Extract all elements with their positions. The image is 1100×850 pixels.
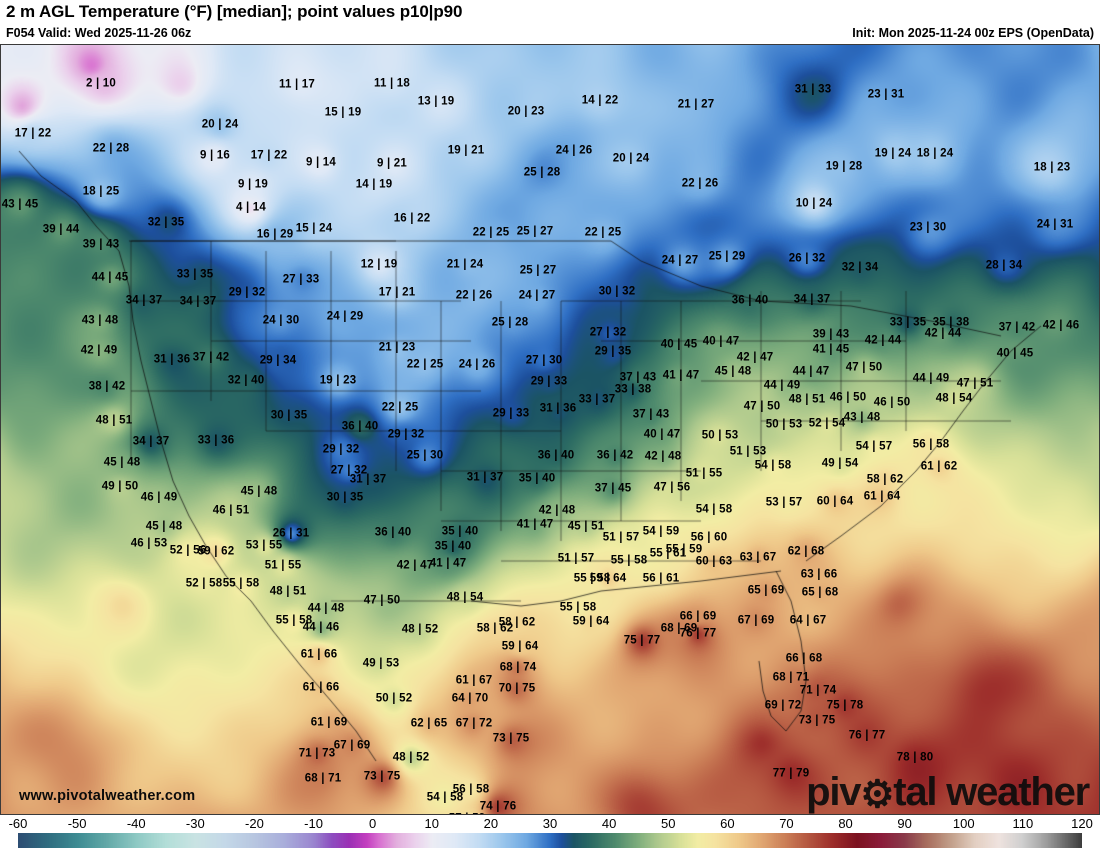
valid-time-label: F054 Valid: Wed 2025-11-26 06z: [6, 26, 192, 40]
page-title: 2 m AGL Temperature (°F) [median]; point…: [6, 2, 463, 21]
colorbar-tick: -20: [245, 816, 264, 831]
colorbar-tick: 100: [952, 816, 975, 831]
colorbar-tick: 10: [424, 816, 439, 831]
logo-text-left: piv: [806, 770, 861, 814]
colorbar-tick: -30: [185, 816, 205, 831]
init-time-label: Init: Mon 2025-11-24 00z EPS (OpenData): [852, 26, 1094, 40]
colorbar-tick: 60: [720, 816, 735, 831]
colorbar-tick: 120: [1071, 816, 1093, 831]
map-raster-canvas: [1, 45, 1099, 814]
colorbar-tick: 90: [897, 816, 912, 831]
colorbar-tick: 40: [601, 816, 617, 831]
colorbar-tick-labels: -60 -50 -40 -30 -20 -10 0 10 20 30 40 50 60 70 80 90 100…: [0, 816, 1100, 832]
colorbar-tick: -50: [67, 816, 87, 831]
colorbar-tick: 110: [1012, 816, 1034, 831]
pivotal-weather-logo: piv⚙tal weather: [806, 770, 1090, 815]
colorbar-tick: 70: [779, 816, 794, 831]
colorbar-tick: 0: [369, 816, 377, 831]
colorbar-tick: 50: [660, 816, 676, 831]
colorbar-legend: -60 -50 -40 -30 -20 -10 0 10 20 30 40 50 60 70 80 90 100…: [0, 816, 1100, 850]
site-url-watermark: www.pivotalweather.com: [19, 788, 196, 804]
logo-text-right: tal weather: [893, 770, 1090, 814]
colorbar-tick: -10: [304, 816, 323, 831]
colorbar-tick: -60: [8, 816, 28, 831]
colorbar-tick: 30: [542, 816, 558, 831]
temperature-map[interactable]: 2 | 10 17 | 22 22 | 28 20 | 24 9 | 16 17 | 22…: [0, 44, 1100, 815]
map-header: 2 m AGL Temperature (°F) [median]; point…: [0, 0, 1100, 44]
gear-icon: ⚙: [860, 774, 894, 815]
colorbar-tick: 20: [483, 816, 499, 831]
colorbar-gradient: [18, 833, 1082, 848]
colorbar-tick: -40: [126, 816, 146, 831]
colorbar-tick: 80: [838, 816, 853, 831]
